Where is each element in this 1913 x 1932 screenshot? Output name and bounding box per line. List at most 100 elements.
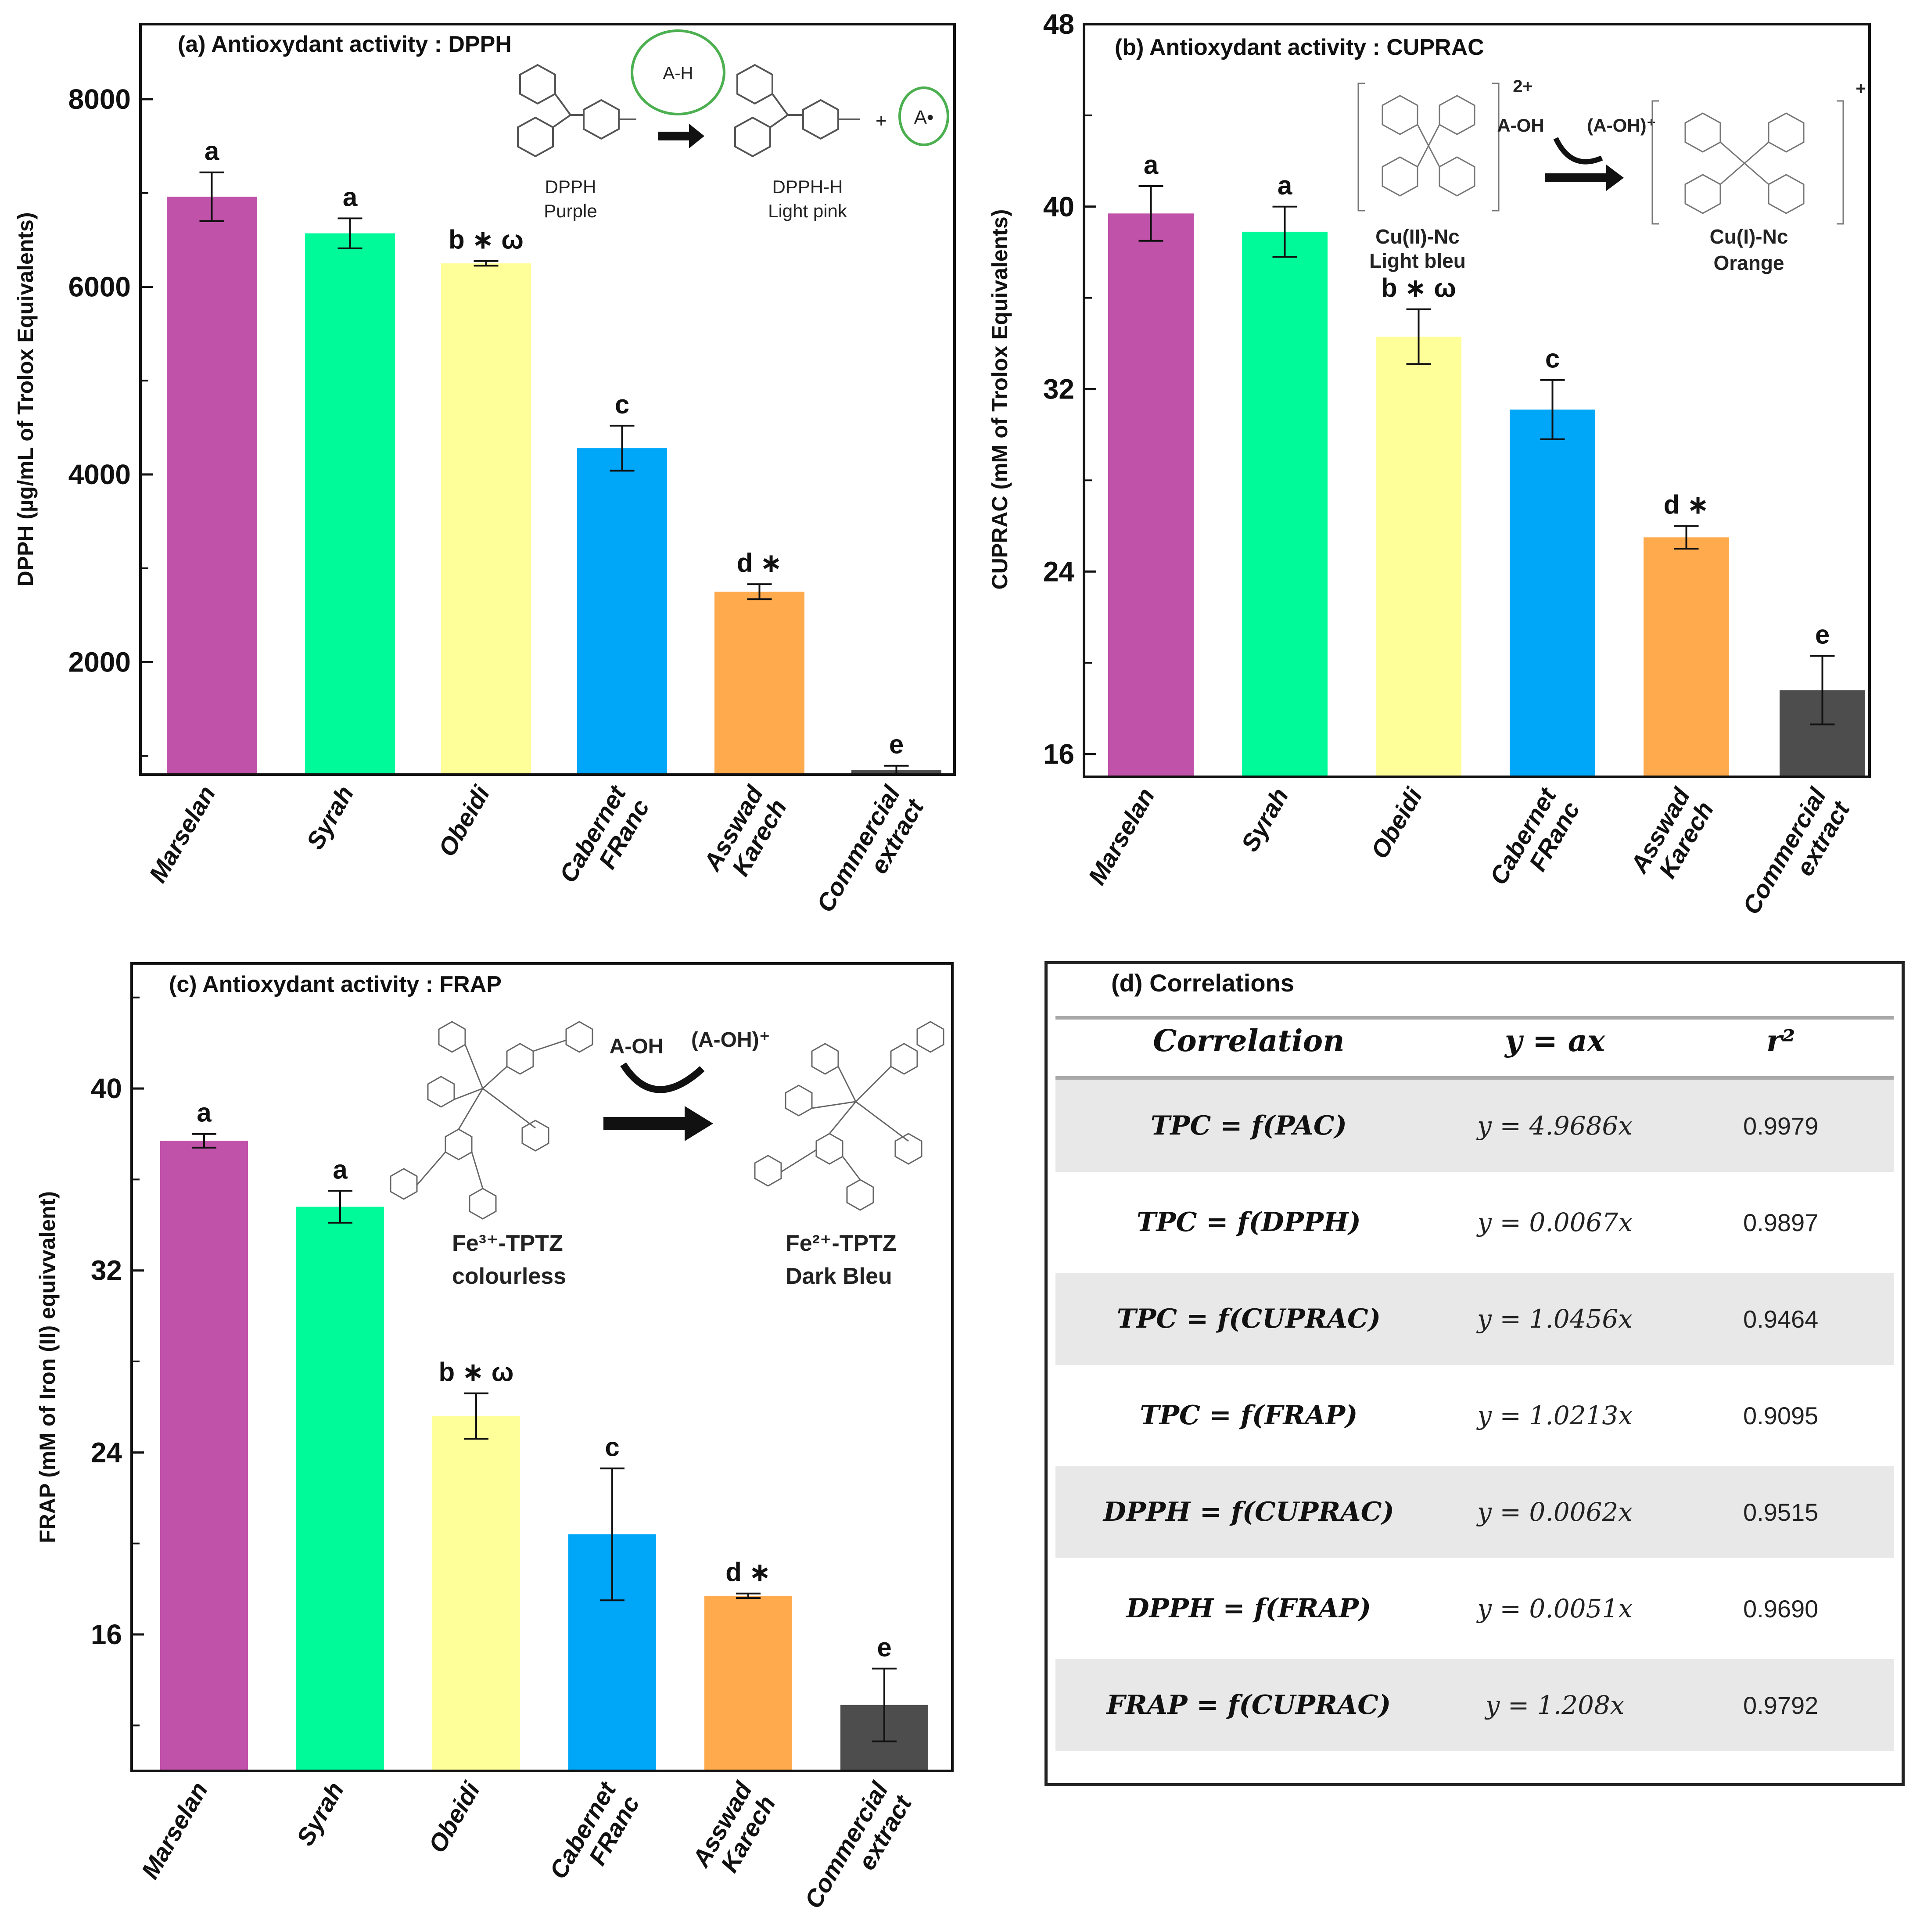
bar-asswad-karech — [704, 1595, 792, 1771]
x-tick-label: AsswadKarech — [698, 780, 793, 890]
cu-i-label: Cu(I)-Nc — [1710, 225, 1788, 248]
header-correlation: Correlation — [1153, 1023, 1345, 1059]
cu-ii-label: Cu(II)-Nc — [1375, 225, 1460, 248]
bar-syrah — [305, 233, 395, 775]
bar-cabernet-franc — [577, 448, 667, 775]
x-tick-label: Obeidi — [423, 1777, 485, 1857]
cu-i-color-label: Orange — [1713, 251, 1784, 274]
product-label: (A-OH)⁺ — [1587, 115, 1656, 136]
significance-label: b ∗ ω — [449, 225, 524, 255]
cell-r2: 0.9792 — [1743, 1691, 1819, 1719]
header-equation: y = ax — [1504, 1023, 1605, 1059]
y-axis-label: DPPH (µg/mL of Trolox Equivalents) — [13, 212, 38, 587]
table-row: DPPH = f(CUPRAC) y = 0.0062x 0.9515 — [1055, 1466, 1894, 1558]
x-tick-label: Marselan — [136, 1778, 213, 1884]
cell-equation: y = 1.208x — [1485, 1690, 1625, 1720]
plot-frame — [1083, 23, 1871, 778]
frap-reaction-scheme: A-OH (A-OH)⁺ Fe³⁺-TPTZ — [390, 1021, 944, 1289]
ah-circle — [631, 29, 725, 115]
fe2-tptz-icon — [754, 1021, 944, 1211]
curved-arrow-icon — [1553, 137, 1603, 165]
y-tick-label: 24 — [1043, 556, 1075, 587]
dpph-molecule-icon — [517, 64, 636, 158]
x-tick-label: CabernetFRanc — [544, 1776, 645, 1897]
plot-frame — [139, 23, 956, 776]
cell-r2: 0.9979 — [1743, 1112, 1819, 1140]
reaction-arrow-icon — [658, 124, 704, 148]
x-tick-label: Commercialextract — [811, 780, 930, 930]
bar-obeidi — [1376, 336, 1461, 777]
cell-correlation: TPC = f(FRAP) — [1140, 1400, 1358, 1431]
cell-r2: 0.9897 — [1743, 1208, 1819, 1236]
dpph-h-molecule-icon — [734, 64, 860, 158]
bar-marselan — [167, 197, 257, 775]
y-tick-label: 24 — [91, 1436, 122, 1468]
dpph-chart: a a b ∗ ω c d ∗ e 2000 4000 6000 8000 Marselan Sy… — [13, 23, 956, 930]
significance-label: a — [1144, 150, 1159, 180]
dpph-h-color-label: Light pink — [768, 201, 847, 221]
x-tick-label: Syrah — [291, 1778, 349, 1850]
chart-title: (a) Antioxydant activity : DPPH — [178, 32, 512, 57]
table-row: FRAP = f(CUPRAC) y = 1.208x 0.9792 — [1055, 1659, 1894, 1751]
x-tick-label: Obeidi — [433, 780, 495, 861]
cell-equation: y = 4.9686x — [1477, 1111, 1633, 1141]
bar-obeidi — [441, 263, 531, 775]
dpph-h-label: DPPH-H — [772, 176, 843, 197]
cell-equation: y = 0.0051x — [1477, 1594, 1633, 1623]
table-row: DPPH = f(FRAP) y = 0.0051x 0.9690 — [1055, 1562, 1894, 1655]
x-tick-label: CabernetFRanc — [1484, 782, 1586, 903]
significance-label: a — [1278, 171, 1292, 200]
y-tick-label: 32 — [91, 1255, 122, 1286]
dpph-panel: a a b ∗ ω c d ∗ e 2000 4000 6000 8000 Marselan Sy… — [0, 0, 957, 939]
y-tick-label: 16 — [91, 1619, 122, 1650]
cell-correlation: DPPH = f(CUPRAC) — [1103, 1497, 1394, 1527]
reaction-arrow-icon — [603, 1106, 713, 1141]
plus-sign: + — [876, 110, 887, 132]
table-title: (d) Correlations — [1111, 969, 1294, 997]
table-row: TPC = f(FRAP) y = 1.0213x 0.9095 — [1055, 1369, 1894, 1462]
plot-frame — [130, 962, 954, 1772]
ah-label: A-H — [663, 64, 693, 83]
table-header-rule — [1055, 1076, 1894, 1080]
cuprac-panel: a a b ∗ ω c d ∗ e 16 24 32 40 48 Marselan Syrah Obe… — [965, 0, 1913, 939]
dpph-reaction-scheme: DPPH Purple A-H DPPH-H Light pink + A• — [517, 29, 949, 221]
frap-chart: a a b ∗ ω c d ∗ e 16 24 32 40 Marselan Syrah Obeid… — [35, 962, 954, 1926]
bar-syrah — [296, 1207, 384, 1771]
cell-r2: 0.9515 — [1743, 1498, 1819, 1526]
bar-asswad-karech — [714, 592, 804, 775]
y-tick-label: 32 — [1043, 373, 1074, 405]
bar-marselan — [1108, 213, 1194, 777]
cu-i-charge: + — [1856, 79, 1866, 98]
y-tick-label: 8000 — [68, 83, 131, 115]
x-tick-label: Commercialextract — [1737, 782, 1856, 932]
bar-cabernet-franc — [1510, 409, 1595, 777]
table-header-row: Correlation y = ax r² — [1055, 1008, 1894, 1074]
significance-label: c — [615, 390, 629, 419]
y-tick-label: 16 — [1043, 738, 1074, 770]
bar-marselan — [160, 1141, 248, 1771]
cell-correlation: DPPH = f(FRAP) — [1126, 1593, 1371, 1624]
significance-label: e — [889, 730, 904, 759]
x-tick-label: Marselan — [144, 781, 221, 887]
significance-label: b ∗ ω — [439, 1357, 514, 1387]
dpph-label: DPPH — [545, 176, 596, 197]
cell-equation: y = 1.0213x — [1477, 1401, 1633, 1430]
cell-r2: 0.9690 — [1743, 1594, 1819, 1623]
bar-asswad-karech — [1644, 537, 1729, 777]
significance-label: d ∗ — [1664, 490, 1709, 519]
x-tick-label: Commercialextract — [799, 1776, 918, 1926]
cell-correlation: TPC = f(DPPH) — [1136, 1207, 1361, 1238]
y-tick-label: 2000 — [68, 646, 131, 678]
y-tick-label: 4000 — [68, 459, 131, 490]
bar-obeidi — [432, 1416, 520, 1771]
reagent-label: A-OH — [610, 1035, 664, 1058]
radical-label: A• — [914, 107, 934, 128]
header-r2: r² — [1766, 1023, 1795, 1059]
fe3-tptz-icon — [390, 1021, 593, 1220]
table-top-rule — [1055, 1016, 1894, 1020]
product-label: (A-OH)⁺ — [691, 1028, 770, 1052]
y-tick-label: 6000 — [68, 271, 131, 303]
cell-r2: 0.9464 — [1743, 1305, 1819, 1333]
cu-i-complex-icon — [1651, 100, 1844, 225]
significance-label: e — [877, 1633, 891, 1662]
